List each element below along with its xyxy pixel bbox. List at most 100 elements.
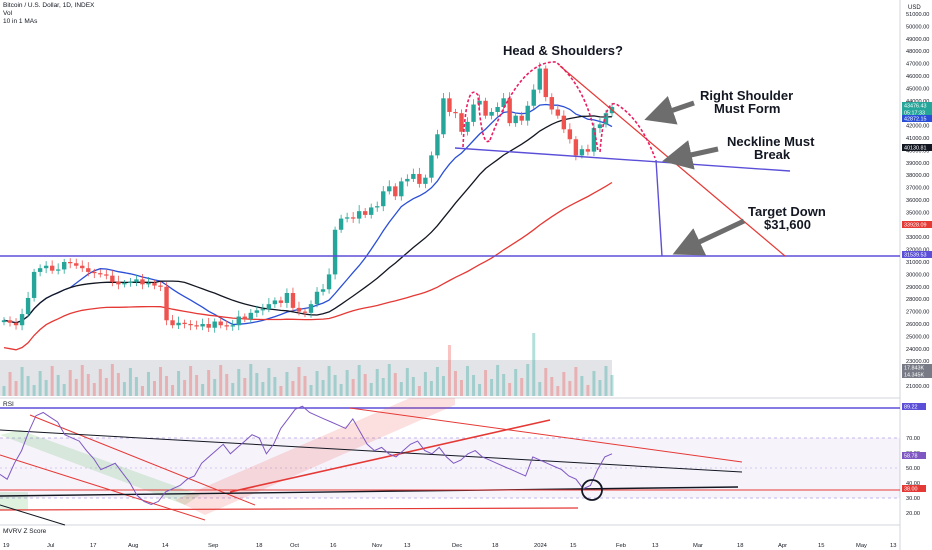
volume-bar (502, 374, 506, 396)
rsi-black-diag (0, 504, 66, 526)
volume-bar (213, 379, 217, 396)
candle-body (308, 304, 314, 313)
candle-body (573, 139, 579, 156)
candlesticks (1, 62, 615, 333)
rsi-badge-bg (902, 452, 926, 459)
candle-body (37, 268, 43, 272)
volume-bar (351, 379, 355, 396)
time-axis: 19 Jul 17 Aug 14 Sep 18 Oct 16 Nov 13 Dec 18 2024 15 Fe… (3, 543, 896, 549)
candle-body (375, 206, 380, 208)
rsi-badge-bg (902, 485, 926, 492)
volume-bar (243, 378, 247, 396)
volume-bar (38, 371, 42, 396)
candle-body (260, 309, 266, 311)
candle-body (567, 129, 573, 140)
volume-bar (32, 385, 36, 396)
candle-body (152, 283, 157, 286)
candle-body (393, 186, 398, 197)
volume-bar (267, 368, 271, 396)
volume-bar (411, 377, 415, 396)
volume-bar (165, 376, 169, 396)
price-tick-label: 25000.00 (906, 334, 929, 340)
price-tick-label: 28000.00 (906, 297, 929, 303)
volume-bar (550, 377, 554, 396)
volume-bar (381, 378, 385, 396)
rsi-badge-text: 58.78 (904, 454, 918, 460)
candle-body (194, 325, 199, 327)
volume-bar (231, 383, 235, 396)
candle-body (513, 115, 518, 124)
candle-body (19, 314, 25, 326)
candle-body (25, 297, 31, 315)
rsi-tick-label: 70.00 (906, 436, 920, 442)
volume-bar (201, 384, 205, 396)
volume-bar (177, 371, 181, 396)
volume-bar (526, 364, 530, 396)
candle-body (417, 173, 422, 184)
candle-body (495, 107, 500, 112)
time-tick-label: Feb (616, 543, 626, 549)
candle-body (176, 322, 181, 326)
rsi-tick-label: 20.00 (906, 511, 920, 517)
candle-body (188, 324, 193, 326)
volume-bar (303, 376, 307, 396)
time-tick-label: 18 (256, 543, 262, 549)
volume-bar (291, 381, 295, 396)
volume-ma-area (0, 360, 612, 396)
rsi-polyline (0, 405, 613, 506)
volume-bar (86, 374, 90, 396)
volume-bar (484, 370, 488, 396)
annotation-target-1: Target Down (748, 204, 826, 219)
candle-body (128, 281, 133, 284)
candle-body (441, 98, 446, 135)
volume-bar (369, 383, 373, 396)
target-drop-line (655, 159, 663, 257)
candle-body (200, 324, 205, 327)
volume-bar (92, 383, 96, 396)
price-badge-bg (902, 251, 932, 258)
volume-bar (387, 364, 391, 396)
candle-body (555, 109, 561, 116)
volume-bar (279, 386, 283, 396)
head-shoulders-arc-right (599, 103, 656, 159)
price-badge-bg (902, 109, 932, 116)
candle-body (218, 321, 223, 326)
price-tick-label: 42000.00 (906, 124, 929, 130)
volume-bar (544, 368, 548, 396)
price-tick-label: 27000.00 (906, 310, 929, 316)
price-tick-label: 39000.00 (906, 161, 929, 167)
moving-averages (3, 103, 613, 351)
volume-bar (50, 366, 54, 396)
candle-body (61, 262, 67, 270)
rsi-red-channel (175, 398, 455, 515)
volume-bar (532, 333, 536, 396)
volume-bar (195, 375, 199, 396)
ma-line-red (3, 181, 613, 351)
time-tick-label: 15 (570, 543, 576, 549)
volume-bar (183, 380, 187, 396)
time-tick-label: Sep (208, 543, 218, 549)
volume-bar (285, 372, 289, 396)
volume-bar (580, 376, 584, 396)
rsi-badge-bg (902, 403, 926, 410)
candle-body (369, 207, 374, 215)
time-tick-label: 16 (330, 543, 336, 549)
volume-bar (110, 364, 114, 396)
price-badge-text: 43476.43 (904, 104, 926, 110)
price-badge-bg (902, 364, 932, 371)
volume-bar (333, 375, 337, 396)
volume-bar (171, 385, 175, 396)
price-badge-text: 17.843K (904, 366, 924, 372)
volume-bar (598, 380, 602, 396)
chart-title: Bitcoin / U.S. Dollar, 1D, INDEX (3, 2, 95, 9)
rsi-trend-black-down (0, 429, 743, 473)
volume-bar (399, 382, 403, 396)
candle-body (537, 68, 542, 90)
arrow-right-shoulder (644, 96, 695, 125)
candle-body (31, 271, 37, 298)
volume-bar (237, 369, 241, 396)
volume-bar (393, 373, 397, 396)
candle-body (489, 111, 494, 116)
volume-bar (592, 371, 596, 396)
